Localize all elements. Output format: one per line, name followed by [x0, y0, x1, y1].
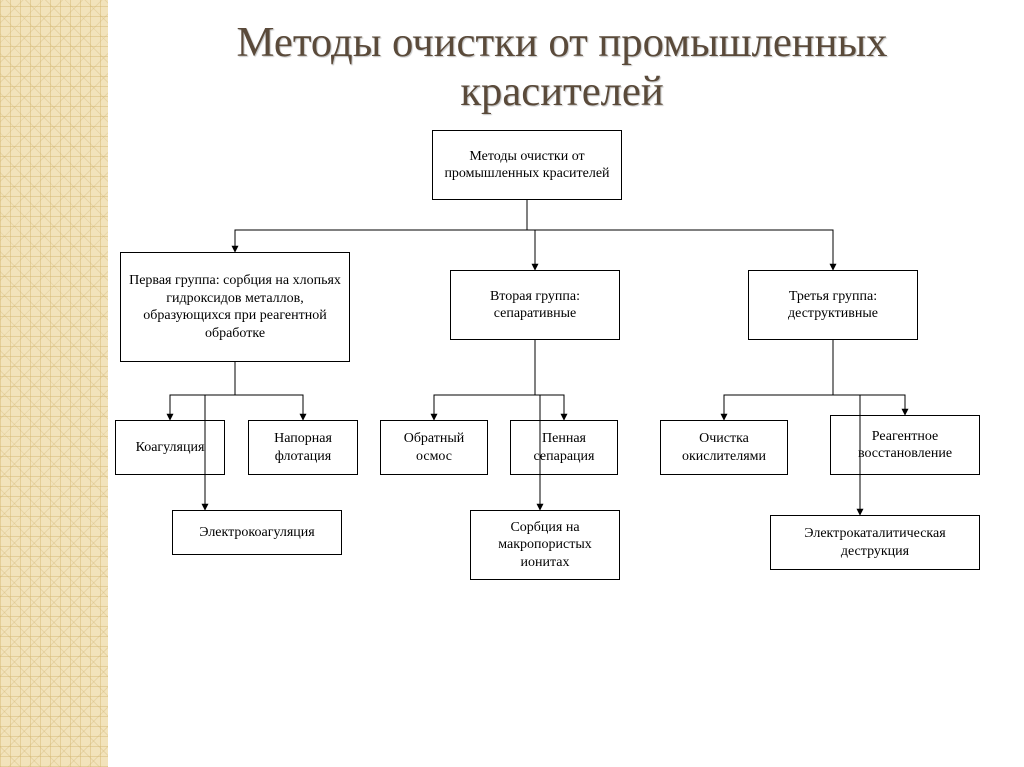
title-line1: Методы очистки от промышленных	[120, 18, 1004, 67]
node-g3b: Реагентное восстановление	[830, 415, 980, 475]
node-group3: Третья группа: деструктивные	[748, 270, 918, 340]
node-root: Методы очистки от промышленных красителе…	[432, 130, 622, 200]
node-group2: Вторая группа: сепаративные	[450, 270, 620, 340]
node-g1c: Электрокоагуляция	[172, 510, 342, 555]
node-g3a: Очистка окислителями	[660, 420, 788, 475]
node-g2b: Пенная сепарация	[510, 420, 618, 475]
node-g1b: Напорная флотация	[248, 420, 358, 475]
page-title: Методы очистки от промышленных красителе…	[120, 18, 1004, 116]
node-g2c: Сорбция на макропористых ионитах	[470, 510, 620, 580]
decorative-sidebar	[0, 0, 108, 767]
title-line2: красителей	[120, 67, 1004, 116]
node-group1: Первая группа: сорбция на хлопьях гидрок…	[120, 252, 350, 362]
node-g1a: Коагуляция	[115, 420, 225, 475]
node-g3c: Электрокаталитическая деструкция	[770, 515, 980, 570]
node-g2a: Обратный осмос	[380, 420, 488, 475]
